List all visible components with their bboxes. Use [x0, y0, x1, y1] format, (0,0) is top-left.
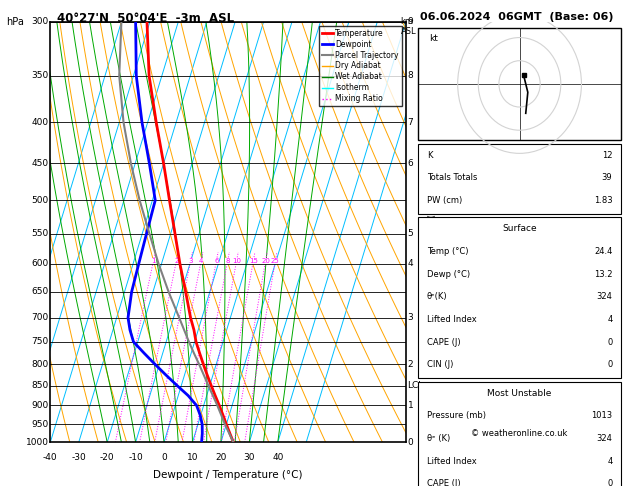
Text: Dewp (°C): Dewp (°C) — [426, 270, 470, 278]
Text: 950: 950 — [31, 420, 48, 429]
Text: 300: 300 — [31, 17, 48, 26]
Text: Dewpoint / Temperature (°C): Dewpoint / Temperature (°C) — [153, 469, 303, 480]
Text: 550: 550 — [31, 229, 48, 238]
Text: 900: 900 — [31, 401, 48, 410]
Text: -10: -10 — [128, 453, 143, 462]
Text: Pressure (mb): Pressure (mb) — [426, 411, 486, 420]
Text: 2: 2 — [408, 360, 413, 369]
Text: 12: 12 — [602, 151, 613, 159]
Text: 2: 2 — [174, 258, 179, 264]
Text: CIN (J): CIN (J) — [426, 361, 453, 369]
Text: 06.06.2024  06GMT  (Base: 06): 06.06.2024 06GMT (Base: 06) — [420, 12, 614, 22]
Text: kt: kt — [429, 35, 438, 43]
Text: Lifted Index: Lifted Index — [426, 315, 476, 324]
Text: 500: 500 — [31, 196, 48, 205]
Text: 39: 39 — [602, 174, 613, 182]
Text: 15: 15 — [249, 258, 258, 264]
Legend: Temperature, Dewpoint, Parcel Trajectory, Dry Adiabat, Wet Adiabat, Isotherm, Mi: Temperature, Dewpoint, Parcel Trajectory… — [318, 26, 402, 106]
Text: © weatheronline.co.uk: © weatheronline.co.uk — [471, 429, 568, 438]
Text: 1000: 1000 — [26, 438, 48, 447]
Text: 3: 3 — [189, 258, 193, 264]
Text: 40: 40 — [272, 453, 284, 462]
Text: 25: 25 — [271, 258, 280, 264]
Text: -20: -20 — [100, 453, 114, 462]
Text: 750: 750 — [31, 337, 48, 347]
Text: 0: 0 — [607, 479, 613, 486]
Text: 24.4: 24.4 — [594, 247, 613, 256]
FancyBboxPatch shape — [418, 382, 621, 486]
Text: Totals Totals: Totals Totals — [426, 174, 477, 182]
FancyBboxPatch shape — [418, 144, 621, 214]
Text: 3: 3 — [408, 313, 413, 322]
Text: 1.83: 1.83 — [594, 196, 613, 205]
Text: 650: 650 — [31, 287, 48, 296]
Text: 13.2: 13.2 — [594, 270, 613, 278]
Text: Temp (°C): Temp (°C) — [426, 247, 468, 256]
Text: 0: 0 — [161, 453, 167, 462]
Text: 1: 1 — [408, 401, 413, 410]
Text: -30: -30 — [71, 453, 86, 462]
Text: 0: 0 — [607, 361, 613, 369]
Text: ASL: ASL — [401, 27, 416, 36]
Text: 324: 324 — [596, 292, 613, 301]
Text: 8: 8 — [408, 71, 413, 80]
Text: 600: 600 — [31, 260, 48, 268]
Text: 1013: 1013 — [591, 411, 613, 420]
Text: 4: 4 — [199, 258, 203, 264]
Text: 850: 850 — [31, 381, 48, 390]
Text: 700: 700 — [31, 313, 48, 322]
Text: θᵉ (K): θᵉ (K) — [426, 434, 450, 443]
Text: -40: -40 — [43, 453, 58, 462]
Text: 8: 8 — [225, 258, 230, 264]
Text: CAPE (J): CAPE (J) — [426, 338, 460, 347]
Text: 4: 4 — [607, 315, 613, 324]
Text: 450: 450 — [31, 159, 48, 168]
Text: 6: 6 — [214, 258, 219, 264]
Text: LCL: LCL — [408, 381, 424, 390]
Text: 1: 1 — [151, 258, 155, 264]
Text: 20: 20 — [261, 258, 270, 264]
Text: 0: 0 — [607, 338, 613, 347]
Text: Lifted Index: Lifted Index — [426, 457, 476, 466]
Text: Surface: Surface — [502, 224, 537, 233]
Text: CAPE (J): CAPE (J) — [426, 479, 460, 486]
Text: 800: 800 — [31, 360, 48, 369]
Text: 9: 9 — [408, 17, 413, 26]
Text: 4: 4 — [607, 457, 613, 466]
Text: hPa: hPa — [6, 17, 24, 27]
Text: 10: 10 — [232, 258, 241, 264]
Text: 324: 324 — [596, 434, 613, 443]
Text: km: km — [401, 17, 414, 26]
Text: 400: 400 — [31, 118, 48, 127]
Text: θᵉ(K): θᵉ(K) — [426, 292, 447, 301]
Text: 0: 0 — [408, 438, 413, 447]
Text: Mixing Ratio (g/kg): Mixing Ratio (g/kg) — [428, 192, 437, 272]
FancyBboxPatch shape — [418, 28, 621, 139]
Text: 5: 5 — [408, 229, 413, 238]
FancyBboxPatch shape — [418, 217, 621, 379]
Text: K: K — [426, 151, 432, 159]
Text: 350: 350 — [31, 71, 48, 80]
Text: 6: 6 — [408, 159, 413, 168]
Text: 10: 10 — [187, 453, 198, 462]
Text: PW (cm): PW (cm) — [426, 196, 462, 205]
Text: 4: 4 — [408, 260, 413, 268]
Text: Most Unstable: Most Unstable — [487, 389, 552, 398]
Text: 20: 20 — [215, 453, 226, 462]
Text: 7: 7 — [408, 118, 413, 127]
Text: 30: 30 — [243, 453, 255, 462]
Text: 40°27'N  50°04'E  -3m  ASL: 40°27'N 50°04'E -3m ASL — [57, 12, 234, 25]
